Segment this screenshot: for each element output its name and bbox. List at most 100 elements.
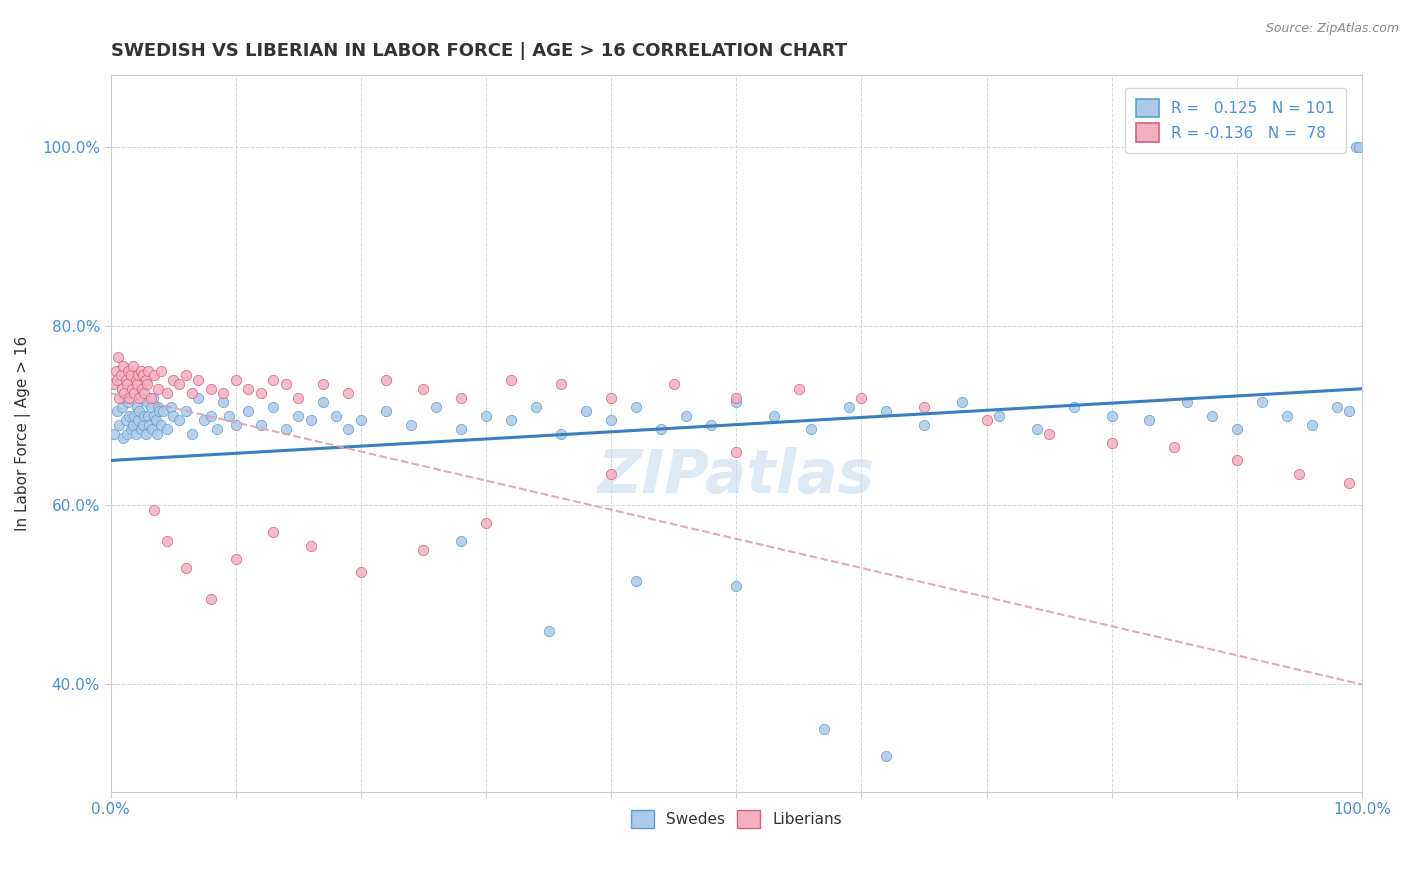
Point xyxy=(1163,440,1185,454)
Point xyxy=(524,400,547,414)
Point xyxy=(205,422,228,436)
Point xyxy=(851,391,873,405)
Point xyxy=(112,386,135,401)
Point xyxy=(374,404,396,418)
Point xyxy=(129,422,152,436)
Point xyxy=(1201,409,1223,423)
Point xyxy=(124,409,146,423)
Point xyxy=(950,395,973,409)
Point xyxy=(350,413,373,427)
Point xyxy=(1038,426,1060,441)
Point xyxy=(912,400,935,414)
Point xyxy=(148,404,170,418)
Point xyxy=(1348,140,1371,154)
Point xyxy=(146,426,169,441)
Point xyxy=(813,723,835,737)
Point xyxy=(187,373,209,387)
Point xyxy=(287,391,309,405)
Point xyxy=(238,404,260,418)
Point xyxy=(121,386,143,401)
Point xyxy=(127,368,149,383)
Text: Source: ZipAtlas.com: Source: ZipAtlas.com xyxy=(1265,22,1399,36)
Point xyxy=(1301,417,1323,432)
Point xyxy=(103,426,125,441)
Point xyxy=(912,417,935,432)
Point xyxy=(156,386,179,401)
Point xyxy=(875,749,897,764)
Point xyxy=(131,382,153,396)
Point xyxy=(988,409,1011,423)
Point xyxy=(141,422,163,436)
Point xyxy=(662,377,685,392)
Point xyxy=(107,351,129,365)
Point xyxy=(875,404,897,418)
Point xyxy=(1137,413,1160,427)
Point xyxy=(125,400,148,414)
Point xyxy=(262,525,284,540)
Point xyxy=(1344,140,1367,154)
Point xyxy=(112,359,135,374)
Point xyxy=(135,395,157,409)
Point xyxy=(128,391,150,405)
Point xyxy=(350,566,373,580)
Point xyxy=(450,534,472,549)
Point xyxy=(274,422,297,436)
Point xyxy=(225,373,247,387)
Point xyxy=(112,431,135,445)
Point xyxy=(262,400,284,414)
Point xyxy=(118,391,141,405)
Point xyxy=(124,386,146,401)
Point xyxy=(218,409,240,423)
Point xyxy=(575,404,598,418)
Point xyxy=(136,364,159,378)
Point xyxy=(124,373,146,387)
Point xyxy=(550,377,572,392)
Point xyxy=(249,417,271,432)
Point xyxy=(337,422,360,436)
Point xyxy=(136,409,159,423)
Point xyxy=(149,364,172,378)
Point xyxy=(105,373,128,387)
Point xyxy=(1025,422,1047,436)
Point xyxy=(121,382,143,396)
Point xyxy=(787,382,810,396)
Point xyxy=(122,359,145,374)
Point xyxy=(200,382,222,396)
Point xyxy=(212,386,235,401)
Point xyxy=(125,377,148,392)
Point xyxy=(725,391,748,405)
Point xyxy=(135,377,157,392)
Point xyxy=(127,413,149,427)
Point xyxy=(1275,409,1298,423)
Point xyxy=(143,502,166,516)
Point xyxy=(550,426,572,441)
Point xyxy=(146,382,169,396)
Point xyxy=(108,417,131,432)
Text: SWEDISH VS LIBERIAN IN LABOR FORCE | AGE > 16 CORRELATION CHART: SWEDISH VS LIBERIAN IN LABOR FORCE | AGE… xyxy=(111,42,846,60)
Point xyxy=(425,400,447,414)
Point xyxy=(112,391,135,405)
Point xyxy=(499,413,522,427)
Point xyxy=(114,373,136,387)
Point xyxy=(104,364,127,378)
Point xyxy=(274,377,297,392)
Point xyxy=(180,386,202,401)
Point xyxy=(110,368,132,383)
Point xyxy=(725,579,748,593)
Point xyxy=(134,409,156,423)
Point xyxy=(117,364,139,378)
Point xyxy=(800,422,823,436)
Point xyxy=(624,400,647,414)
Point xyxy=(299,539,322,553)
Point xyxy=(374,373,396,387)
Point xyxy=(120,368,142,383)
Point xyxy=(200,592,222,607)
Point xyxy=(1339,404,1361,418)
Point xyxy=(725,395,748,409)
Point xyxy=(174,404,197,418)
Point xyxy=(700,417,723,432)
Point xyxy=(132,417,155,432)
Point xyxy=(1063,400,1085,414)
Point xyxy=(162,409,184,423)
Point xyxy=(1101,409,1123,423)
